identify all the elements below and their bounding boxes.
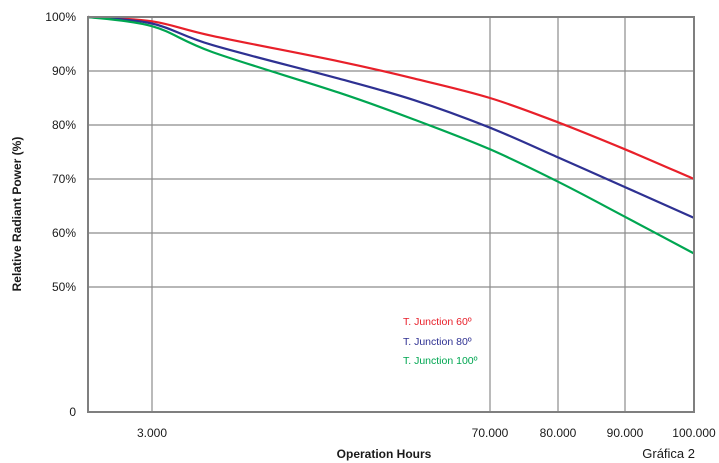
x-tick-label: 70.000 [472,426,509,440]
y-tick-label: 100% [45,10,76,24]
series-line-0 [87,15,695,181]
series-lines [87,15,695,255]
legend-item-80: T. Junction 80º [403,336,472,348]
x-axis-title: Operation Hours [337,447,432,461]
x-tick-label: 3.000 [137,426,167,440]
legend-item-60: T. Junction 60º [403,316,472,328]
y-tick-label: 50% [52,280,76,294]
series-line-2 [87,15,695,255]
tick-labels: 3.000 70.000 80.000 90.000 100.000 0 50% 60% 70%… [45,10,716,440]
y-tick-label: 0 [69,405,76,419]
y-axis-title: Relative Radiant Power (%) [10,137,24,292]
y-tick-label: 60% [52,226,76,240]
series-line-1 [87,15,695,219]
x-tick-label: 100.000 [672,426,716,440]
legend: T. Junction 60º T. Junction 80º T. Junct… [403,316,478,367]
y-tick-label: 90% [52,64,76,78]
y-tick-label: 70% [52,172,76,186]
plot-frame [87,16,695,413]
x-tick-label: 80.000 [540,426,577,440]
x-tick-label: 90.000 [607,426,644,440]
grid [88,17,695,412]
figure-caption: Gráfica 2 [642,446,695,461]
y-tick-label: 80% [52,118,76,132]
legend-item-100: T. Junction 100º [403,355,478,367]
